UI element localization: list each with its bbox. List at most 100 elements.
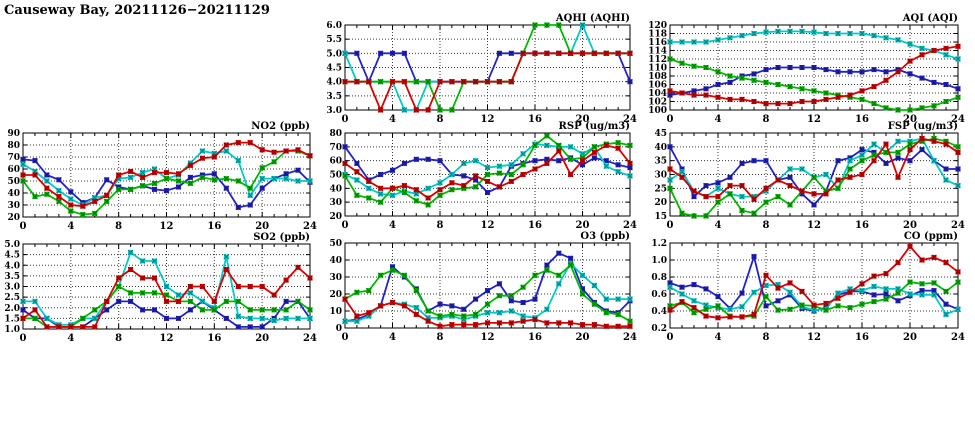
data-point: [763, 283, 769, 288]
data-point: [271, 292, 277, 298]
data-point: [116, 275, 122, 281]
data-point: [943, 45, 949, 51]
x-tick-label: 0: [342, 114, 349, 125]
data-point: [727, 73, 733, 79]
data-point: [763, 303, 769, 309]
data-point: [485, 310, 490, 316]
data-point: [187, 180, 193, 186]
data-point: [401, 79, 407, 85]
data-point: [667, 280, 673, 286]
data-point: [485, 172, 490, 177]
data-point: [871, 67, 877, 73]
data-point: [871, 273, 877, 279]
data-point: [763, 79, 769, 85]
data-point: [437, 187, 443, 193]
data-point: [32, 168, 38, 174]
y-tick-label: 1.0: [4, 325, 20, 335]
y-tick-label: 0.4: [651, 307, 667, 317]
series-red: [667, 135, 961, 203]
x-tick-label: 4: [67, 221, 74, 232]
data-point: [532, 50, 538, 56]
data-point: [811, 307, 817, 313]
data-point: [164, 170, 169, 176]
marker-cross-overlay: [342, 142, 633, 201]
marker-cross-overlay: [20, 139, 313, 210]
data-point: [128, 168, 134, 174]
data-point: [931, 158, 937, 164]
data-point: [847, 155, 853, 161]
data-point: [739, 208, 745, 213]
data-point: [152, 166, 157, 172]
data-point: [823, 300, 829, 306]
data-point: [667, 56, 673, 62]
data-point: [401, 272, 407, 278]
data-point: [823, 31, 829, 36]
data-point: [187, 174, 193, 180]
data-point: [544, 306, 550, 312]
data-point: [847, 31, 853, 36]
data-point: [931, 48, 937, 53]
data-point: [931, 280, 937, 286]
data-point: [895, 260, 901, 266]
data-point: [919, 292, 925, 298]
data-point: [283, 307, 289, 313]
data-point: [919, 138, 925, 144]
data-point: [199, 148, 205, 154]
data-point: [401, 183, 407, 189]
data-point: [485, 79, 490, 85]
data-point: [703, 86, 709, 92]
marker-cross-overlay: [342, 50, 633, 113]
data-point: [703, 65, 709, 70]
data-point: [703, 313, 709, 319]
data-point: [763, 185, 769, 191]
data-point: [823, 307, 829, 313]
data-point: [20, 298, 26, 304]
data-point: [883, 271, 889, 277]
data-point: [859, 152, 865, 158]
data-point: [615, 140, 621, 146]
page-title: Causeway Bay, 20211126−20211129: [4, 3, 270, 18]
data-point: [390, 264, 395, 270]
y-tick-label: 20: [329, 212, 342, 222]
data-point: [283, 176, 289, 182]
x-tick-label: 0: [20, 333, 27, 344]
data-point: [883, 35, 889, 41]
data-point: [20, 156, 26, 162]
data-point: [823, 191, 829, 197]
y-tick-label: 4.5: [4, 251, 20, 261]
y-tick-label: 1.5: [4, 314, 20, 324]
data-point: [883, 149, 889, 155]
data-point: [739, 160, 745, 166]
y-tick-label: 50: [7, 177, 20, 187]
data-point: [871, 283, 877, 289]
x-tick-label: 4: [67, 333, 74, 344]
data-point: [437, 301, 443, 307]
data-point: [378, 272, 384, 278]
x-tick-label: 8: [763, 332, 770, 343]
data-point: [943, 99, 949, 104]
data-point: [580, 22, 585, 28]
x-tick-label: 24: [951, 332, 965, 343]
data-point: [943, 138, 949, 144]
data-point: [496, 170, 502, 176]
data-point: [871, 149, 877, 155]
data-point: [859, 301, 865, 307]
data-point: [691, 92, 697, 98]
x-tick-label: 0: [667, 114, 674, 125]
data-point: [235, 140, 241, 146]
data-point: [354, 169, 360, 175]
data-point: [520, 172, 526, 177]
data-point: [907, 71, 913, 77]
x-tick-label: 24: [951, 220, 965, 231]
data-point: [615, 145, 621, 151]
y-tick-label: 50: [329, 171, 342, 181]
series-cyan: [20, 249, 313, 328]
data-point: [461, 79, 467, 85]
data-point: [116, 284, 122, 289]
data-point: [775, 194, 781, 200]
y-tick-label: 4.5: [326, 64, 342, 74]
x-tick-label: 20: [576, 332, 590, 343]
data-point: [667, 177, 673, 183]
data-point: [763, 67, 769, 73]
series-line: [669, 137, 959, 201]
